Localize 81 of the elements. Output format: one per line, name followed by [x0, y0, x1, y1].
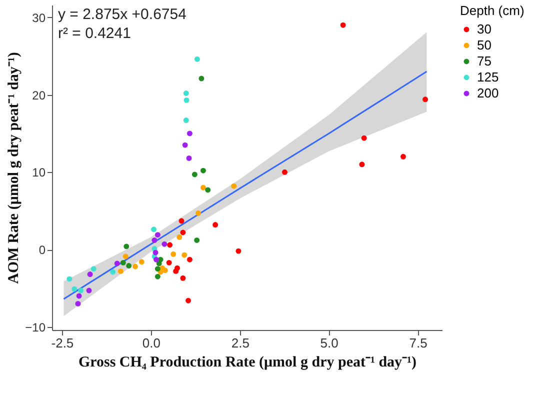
- point: [138, 259, 144, 265]
- point: [194, 56, 200, 62]
- annotation: r² = 0.4241: [58, 25, 131, 42]
- point: [166, 260, 172, 266]
- point: [124, 244, 130, 250]
- point: [359, 162, 365, 168]
- y-tick-label: 30: [32, 10, 46, 25]
- y-axis-title: AOM Rate (μmol g dry peat⁻¹ day⁻¹): [6, 52, 22, 284]
- point: [186, 130, 192, 136]
- legend-label: 125: [477, 70, 499, 84]
- point: [72, 286, 78, 292]
- point: [176, 234, 182, 240]
- annotation: y = 2.875x +0.6754: [58, 6, 186, 23]
- point: [282, 169, 288, 175]
- point: [198, 76, 204, 82]
- point: [194, 238, 200, 243]
- point: [340, 22, 346, 28]
- x-tick-label: 2.5: [231, 336, 250, 350]
- point: [180, 275, 186, 281]
- legend-label: 75: [477, 54, 492, 68]
- legend-label: 30: [477, 22, 492, 36]
- point: [87, 272, 93, 278]
- point: [78, 288, 84, 294]
- point: [184, 97, 190, 103]
- point: [110, 269, 116, 275]
- line-series: [62, 70, 428, 300]
- point: [151, 226, 157, 232]
- legend-title: Depth (cm): [460, 3, 524, 18]
- point: [120, 260, 126, 266]
- point: [205, 187, 211, 193]
- y-tick-label: 0: [38, 243, 46, 258]
- point: [154, 274, 160, 280]
- point: [122, 254, 128, 260]
- point: [200, 168, 206, 174]
- point: [182, 142, 188, 148]
- point: [196, 210, 201, 216]
- point: [114, 260, 120, 266]
- point: [167, 242, 173, 248]
- point: [90, 266, 96, 272]
- point: [152, 238, 158, 243]
- point: [132, 264, 138, 270]
- point: [236, 248, 242, 254]
- point: [126, 263, 132, 269]
- point: [154, 266, 160, 272]
- point: [154, 256, 159, 262]
- point: [86, 288, 92, 294]
- point: [186, 256, 192, 262]
- point: [183, 90, 189, 96]
- legend-label: 50: [477, 38, 492, 52]
- point: [186, 155, 192, 161]
- point: [422, 96, 428, 102]
- y-tick-label: 20: [32, 88, 46, 102]
- x-tick-label: -2.5: [51, 336, 74, 350]
- x-tick-label: 7.5: [409, 336, 428, 350]
- point: [180, 230, 186, 236]
- point: [118, 268, 124, 274]
- point: [75, 300, 81, 306]
- point: [170, 251, 176, 257]
- x-tick-label: 0.0: [142, 336, 160, 350]
- point: [400, 154, 406, 160]
- point: [200, 184, 206, 190]
- y-tick-label: 10: [32, 166, 46, 180]
- point: [76, 293, 82, 299]
- point: [154, 232, 160, 238]
- point: [156, 260, 162, 266]
- point: [361, 135, 367, 141]
- point: [173, 268, 179, 274]
- y-tick-label: −10: [25, 320, 46, 334]
- x-tick-label: 5.0: [320, 336, 338, 350]
- point: [186, 298, 192, 304]
- point: [178, 218, 184, 224]
- x-axis-title: Gross CH₄ Production Rate (μmol g dry peat⁻¹ day⁻¹): [78, 354, 417, 370]
- point: [152, 250, 158, 256]
- point: [182, 252, 188, 258]
- point: [183, 118, 189, 124]
- point: [212, 222, 218, 228]
- point: [162, 241, 168, 247]
- legend-label: 200: [477, 86, 499, 100]
- point: [231, 183, 237, 189]
- point: [66, 276, 72, 282]
- point: [192, 172, 198, 178]
